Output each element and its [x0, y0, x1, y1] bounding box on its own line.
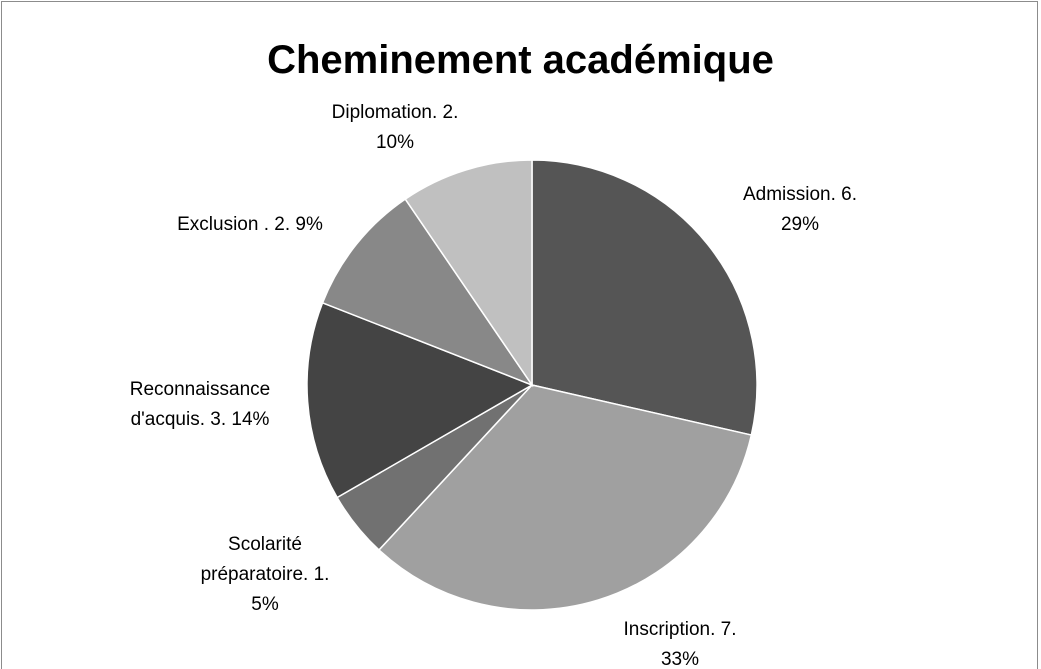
pie-slice — [321, 198, 534, 387]
data-label: Admission. 6. 29% — [742, 184, 858, 235]
data-label: Diplomation. 2. 10% — [331, 102, 459, 153]
pie-slice — [531, 159, 758, 436]
data-label: Exclusion . 2. 9% — [177, 214, 323, 235]
chart-title: Cheminement académique — [267, 38, 774, 82]
data-label: Scolarité préparatoire. 1. 5% — [200, 534, 330, 615]
data-label: Reconnaissance d'acquis. 3. 14% — [129, 379, 271, 430]
pie-slice — [306, 301, 534, 499]
pie-slice — [404, 159, 533, 388]
pie-slice — [377, 384, 753, 611]
data-label: Inscription. 7. 33% — [623, 619, 737, 669]
